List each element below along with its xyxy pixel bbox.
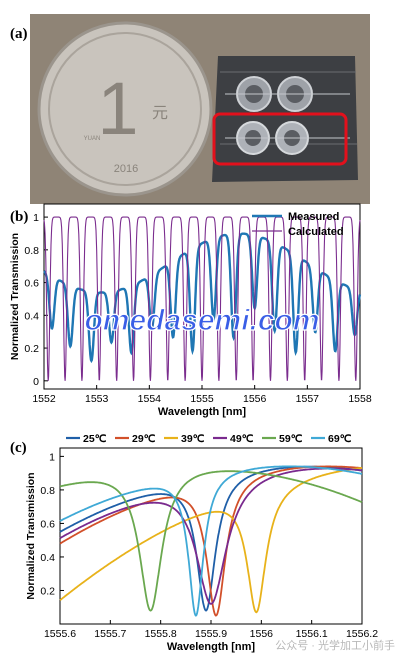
- series-line-3: [59, 467, 362, 605]
- chip-photo: 1 元 2016 YUAN: [30, 14, 370, 204]
- legend-label: 49℃: [230, 433, 254, 445]
- series-line-1: [59, 465, 363, 617]
- y-tick-label: 0.6: [40, 518, 55, 530]
- y-tick-label: 1: [49, 451, 55, 463]
- y-tick-label: 0.4: [40, 552, 55, 564]
- legend-label: Calculated: [288, 226, 344, 238]
- series-line-5: [59, 465, 363, 617]
- watermark-text: omedasemi.com: [84, 304, 319, 337]
- x-tick-label: 1555.7: [94, 628, 126, 640]
- y-tick-label: 0.4: [24, 310, 39, 322]
- x-tick-label: 1555.8: [145, 628, 177, 640]
- legend-label: 29℃: [132, 433, 156, 445]
- x-tick-label: 1557: [296, 393, 320, 405]
- x-tick-label: 1556: [243, 393, 267, 405]
- coin-unit: 元: [152, 105, 168, 122]
- chart-c: 1555.6 1555.7 1555.8 1555.9 1556 1556.1 1556.2…: [25, 433, 378, 653]
- legend-label: 59℃: [279, 433, 303, 445]
- panel-label-a: (a): [10, 26, 28, 42]
- y-tick-label: 0.2: [24, 343, 39, 355]
- y-tick-label: 1: [33, 212, 39, 224]
- series-line-measured: [43, 232, 362, 364]
- x-tick-label: 1555: [190, 393, 214, 405]
- x-tick-label: 1556.2: [346, 628, 378, 640]
- x-tick-label: 1556: [250, 628, 274, 640]
- x-tick-label: 1555.9: [195, 628, 227, 640]
- legend-label: 25℃: [83, 433, 107, 445]
- x-tick-label: 1555.6: [44, 628, 76, 640]
- x-tick-label: 1553: [85, 393, 109, 405]
- panel-label-b: (b): [10, 209, 29, 225]
- x-tick-label: 1552: [32, 393, 56, 405]
- series-line-4: [59, 470, 363, 612]
- y-tick-label: 0: [33, 376, 39, 388]
- x-tick-label: 1554: [138, 393, 162, 405]
- y-tick-label: 0.2: [40, 585, 55, 597]
- footer-watermark: 公众号 · 光学加工小前手: [275, 640, 395, 652]
- coin: 1 元 2016 YUAN: [37, 21, 213, 197]
- y-tick-label: 0.8: [24, 245, 39, 257]
- y-tick-label: 0.6: [24, 278, 39, 290]
- coin-small-text: YUAN: [84, 136, 101, 142]
- coin-year: 2016: [114, 163, 138, 175]
- y-tick-label: 0.8: [40, 485, 55, 497]
- legend-label: Measured: [288, 211, 339, 223]
- legend-label: 39℃: [181, 433, 205, 445]
- highlight-box: [212, 112, 348, 166]
- x-axis-label: Wavelength [nm]: [158, 406, 247, 418]
- y-axis-label: Normalized Transmission: [25, 472, 37, 599]
- coin-value: 1: [97, 67, 138, 150]
- y-axis-label: Normalized Transmission: [9, 233, 21, 360]
- legend-label: 69℃: [328, 433, 352, 445]
- chart-b: 1552 1553 1554 1555 1556 1557 1558 0 0.2 0.4 0.6 0.…: [9, 203, 372, 418]
- series-line-calculated: [43, 216, 361, 381]
- panel-label-c: (c): [10, 440, 27, 456]
- x-tick-label: 1558: [348, 393, 372, 405]
- photonic-chip: [212, 56, 358, 182]
- x-tick-label: 1556.1: [296, 628, 328, 640]
- x-axis-label: Wavelength [nm]: [167, 641, 256, 653]
